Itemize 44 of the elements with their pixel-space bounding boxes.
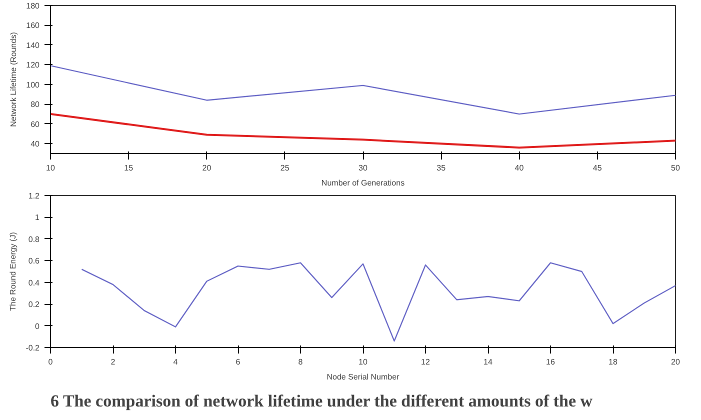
x-tick-label: 8: [298, 358, 304, 366]
x-tick-label: 10: [46, 164, 56, 172]
x-tick-label: 6: [236, 358, 241, 366]
y-tick-label: 1: [35, 213, 40, 222]
x-tick-label: 45: [592, 164, 602, 172]
y-tick-label: 40: [30, 140, 40, 149]
x-tick-label: 15: [124, 164, 134, 172]
y-tick-label: 0.8: [28, 234, 40, 244]
y-tick-label: 0.2: [28, 300, 40, 310]
x-tick-label: 10: [358, 358, 368, 366]
x-tick-label: 50: [671, 164, 680, 172]
y-tick-label: 80: [30, 100, 40, 110]
y-tick-label: 160: [26, 21, 40, 30]
y-tick-label: 140: [26, 40, 40, 50]
line-series: [81, 262, 676, 342]
x-axis-title: Number of Generations: [321, 178, 405, 188]
x-tick-label: 4: [173, 358, 178, 366]
x-tick-label: 0: [48, 358, 54, 366]
y-tick-label: 120: [26, 60, 40, 70]
text: 6 The comparison of network lifetime under the different amounts of the w: [50, 392, 594, 410]
y-tick-label: 0.4: [28, 278, 40, 288]
line-series: [50, 113, 676, 149]
y-tick-label: 1.2: [28, 192, 40, 200]
x-tick-label: 35: [436, 164, 446, 172]
y-tick-label: -0.2: [26, 344, 40, 352]
x-axis-title: Node Serial Number: [326, 372, 400, 382]
x-tick-label: 18: [608, 358, 618, 366]
x-tick-label: 30: [358, 164, 368, 172]
y-axis-title: Network Lifetime (Rounds): [9, 32, 18, 127]
x-tick-label: 20: [671, 358, 680, 366]
y-axis-title: The Round Energy (J): [8, 232, 18, 311]
x-tick-label: 12: [421, 358, 430, 366]
y-tick-label: 100: [26, 80, 40, 90]
y-tick-label: 0: [35, 322, 40, 331]
y-tick-label: 60: [30, 120, 40, 129]
y-tick-label: 180: [26, 2, 40, 10]
x-tick-label: 25: [280, 164, 290, 172]
x-tick-label: 20: [202, 164, 212, 172]
y-tick-label: 0.6: [28, 256, 40, 266]
line-series: [50, 65, 676, 115]
x-tick-label: 16: [546, 358, 556, 366]
x-tick-label: 40: [514, 164, 524, 172]
x-tick-label: 14: [484, 358, 493, 366]
x-tick-label: 2: [110, 358, 116, 366]
